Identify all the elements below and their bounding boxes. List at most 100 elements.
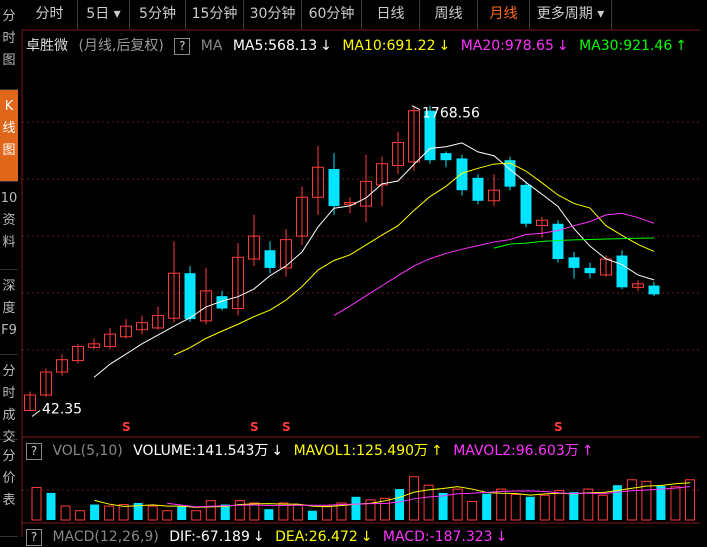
candle-body bbox=[472, 177, 484, 201]
dea-text: DEA:26.472 bbox=[275, 529, 358, 545]
tab-0[interactable]: 分时 bbox=[22, 0, 78, 29]
candle-body bbox=[392, 142, 404, 166]
volume-bar bbox=[177, 506, 187, 520]
volume-bar bbox=[147, 505, 158, 521]
s-marker: S bbox=[250, 420, 259, 434]
tab-6[interactable]: 日线 bbox=[362, 0, 420, 29]
candle-body bbox=[520, 184, 532, 224]
dif-value: DIF:-67.189 ↓ bbox=[169, 527, 264, 547]
ma5-value: MA5:568.13 ↓ bbox=[233, 36, 332, 56]
volume-bar bbox=[336, 502, 347, 521]
s-marker: S bbox=[282, 420, 291, 434]
volume-bar bbox=[380, 497, 391, 521]
price-header: 卓胜微 (月线,后复权) ? MA MA5:568.13 ↓ MA10:691.2… bbox=[26, 36, 693, 56]
volume-bar bbox=[90, 504, 100, 520]
candle-body bbox=[376, 163, 388, 186]
ma5-line bbox=[93, 142, 655, 378]
volume-bar bbox=[438, 492, 448, 520]
volume-bar bbox=[307, 510, 317, 520]
candle-body bbox=[312, 166, 324, 198]
macd-help-button[interactable]: ? bbox=[26, 529, 42, 546]
tab-9[interactable]: 更多周期 ▾ bbox=[530, 0, 612, 29]
volume-bar bbox=[264, 509, 274, 520]
side-tab-3[interactable]: 深度 F9 bbox=[0, 270, 18, 355]
candle-body bbox=[440, 153, 452, 161]
candle-body bbox=[360, 180, 372, 207]
candle-body bbox=[568, 257, 580, 268]
macd-label[interactable]: MACD(12,26,9) bbox=[52, 529, 159, 545]
tab-4[interactable]: 30分钟 bbox=[244, 0, 302, 29]
vol-help-button[interactable]: ? bbox=[26, 443, 42, 460]
volume-bar bbox=[452, 488, 463, 521]
candle-body bbox=[120, 325, 132, 338]
tab-7[interactable]: 周线 bbox=[420, 0, 478, 29]
side-tab-4[interactable]: 分时成交 bbox=[0, 355, 18, 445]
tab-2[interactable]: 5分钟 bbox=[130, 0, 186, 29]
candle-body bbox=[648, 285, 660, 295]
volume-bar bbox=[118, 504, 129, 521]
side-nav: 分时图 K 线图 10 资料深度 F9 分时成交分价表 bbox=[0, 0, 18, 537]
candle-body bbox=[40, 371, 52, 396]
volume-bar bbox=[409, 476, 420, 521]
candle-body bbox=[344, 202, 356, 205]
candle-body bbox=[216, 296, 228, 309]
dea-value: DEA:26.472 ↓ bbox=[275, 527, 372, 547]
volume-bar bbox=[656, 485, 666, 520]
volume-bar bbox=[612, 485, 622, 520]
tab-5[interactable]: 60分钟 bbox=[302, 0, 362, 29]
volume-bar bbox=[75, 510, 86, 521]
macd-arrow: ↓ bbox=[495, 529, 508, 545]
tab-3[interactable]: 15分钟 bbox=[186, 0, 244, 29]
volume-bar bbox=[191, 510, 202, 521]
high-arrow bbox=[411, 105, 421, 111]
volume-bar bbox=[205, 500, 216, 521]
candle-body bbox=[552, 223, 564, 260]
candle-body bbox=[72, 345, 84, 362]
dea-arrow: ↓ bbox=[360, 529, 373, 545]
tab-8[interactable]: 月线 bbox=[478, 0, 530, 29]
ma-label[interactable]: MA bbox=[200, 38, 223, 54]
period-tabs: 分时 5日 ▾ 5分钟 15分钟 30分钟 60分钟 日线 周线 月线 更多周期 ▾ bbox=[22, 0, 612, 29]
ma20-value: MA20:978.65 ↓ bbox=[461, 36, 569, 56]
volume-bar bbox=[670, 486, 681, 521]
candle-body bbox=[184, 273, 196, 320]
ma20-arrow: ↓ bbox=[556, 38, 569, 54]
ma30-arrow: ↑ bbox=[675, 38, 687, 54]
volume-bar bbox=[482, 493, 492, 520]
volume-bar bbox=[554, 490, 565, 521]
volume-bar bbox=[641, 480, 652, 521]
ma5-arrow: ↓ bbox=[320, 38, 332, 54]
volume-bar bbox=[321, 505, 332, 521]
volume-bar bbox=[510, 493, 521, 521]
candle-body bbox=[88, 343, 100, 348]
high-label: 1768.56 bbox=[422, 106, 480, 122]
candle-body bbox=[536, 219, 548, 227]
tab-1[interactable]: 5日 ▾ bbox=[78, 0, 130, 29]
dif-text: DIF:-67.189 bbox=[169, 529, 250, 545]
volume-text: VOLUME:141.543万 bbox=[133, 443, 269, 459]
volume-header: ? VOL(5,10) VOLUME:141.543万 ↓ MAVOL1:125.… bbox=[26, 441, 599, 461]
side-tab-5[interactable]: 分价表 bbox=[0, 440, 18, 537]
volume-bar bbox=[46, 492, 56, 520]
volume-bar bbox=[626, 479, 637, 521]
vol-label[interactable]: VOL(5,10) bbox=[52, 443, 123, 459]
candle-body bbox=[136, 322, 148, 331]
volume-bar bbox=[423, 484, 434, 521]
mavol1-arrow: ↑ bbox=[431, 443, 443, 459]
help-button[interactable]: ? bbox=[174, 38, 191, 55]
candle-body bbox=[328, 169, 340, 207]
side-tab-0[interactable]: 分时图 bbox=[0, 0, 18, 90]
candle-body bbox=[56, 359, 68, 373]
candle-body bbox=[152, 315, 164, 329]
ma20-text: MA20:978.65 bbox=[460, 38, 554, 54]
volume-bar bbox=[220, 504, 230, 520]
mavol1-value: MAVOL1:125.490万 ↑ bbox=[294, 441, 443, 461]
adjust-mode[interactable]: (月线,后复权) bbox=[78, 38, 164, 54]
candle-body bbox=[104, 333, 116, 347]
mavol2-line bbox=[167, 486, 691, 508]
candle-body bbox=[424, 110, 436, 161]
macd-header: ? MACD(12,26,9) DIF:-67.189 ↓ DEA:26.472 ↓… bbox=[26, 527, 513, 547]
ma20-line bbox=[333, 212, 655, 316]
side-tab-2[interactable]: 10 资料 bbox=[0, 182, 18, 270]
